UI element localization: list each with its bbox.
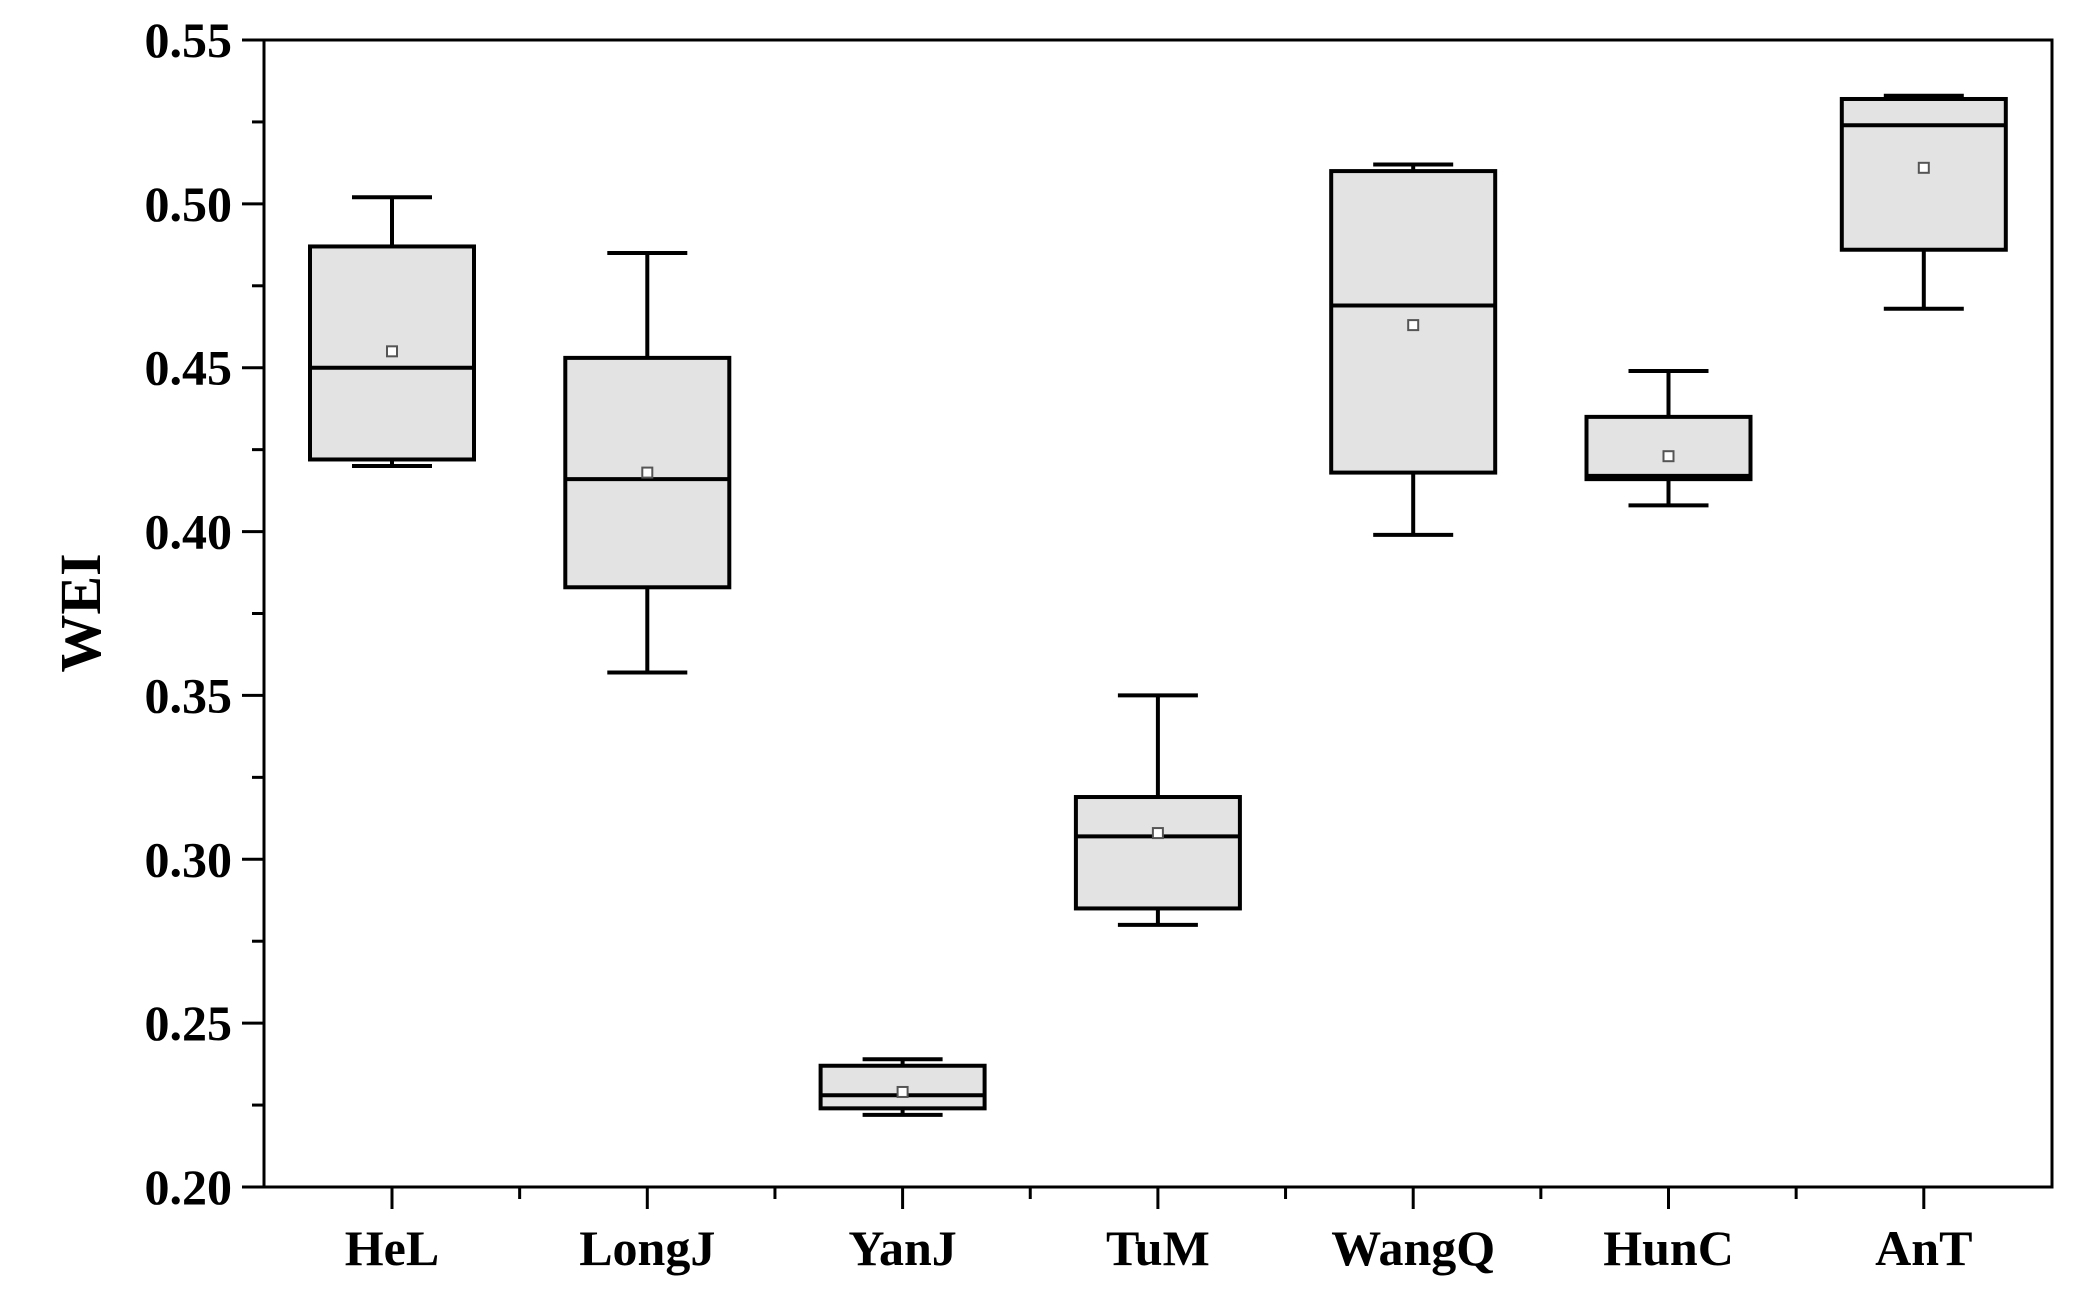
iqr-box [1839, 96, 2008, 252]
y-tick-label: 0.50 [145, 176, 233, 232]
iqr-box [1073, 795, 1242, 911]
y-axis-title: WEI [48, 553, 113, 672]
y-tick-label: 0.30 [145, 831, 233, 887]
x-tick-label: HeL [345, 1220, 439, 1276]
x-tick-label: WangQ [1331, 1220, 1495, 1276]
mean-marker [1151, 827, 1164, 840]
y-axis: 0.20 0.25 0.30 0.35 0.40 0.45 0.50 0.55 [145, 12, 264, 1215]
y-tick-label: 0.25 [145, 995, 233, 1051]
x-axis: HeL LongJ YanJ TuM WangQ HunC AnT [345, 1187, 1972, 1276]
box-wangq [1329, 162, 1498, 537]
x-tick-label: YanJ [848, 1220, 956, 1276]
box-yanj [818, 1057, 987, 1117]
x-tick-label: HunC [1603, 1220, 1734, 1276]
mean-marker [1662, 450, 1675, 463]
box-hunc [1584, 368, 1753, 508]
box-series [308, 93, 2008, 1117]
box-ant [1839, 93, 2008, 311]
iqr-box [1584, 414, 1753, 482]
y-tick-label: 0.40 [145, 504, 233, 560]
box-longj [563, 251, 732, 675]
mean-marker [386, 345, 398, 358]
box-tum [1073, 693, 1242, 927]
box-hel [308, 195, 476, 469]
mean-marker [1407, 319, 1420, 332]
mean-marker [1917, 161, 1930, 174]
plot-frame [262, 38, 2054, 1189]
x-tick-label: AnT [1875, 1220, 1972, 1276]
y-tick-label: 0.20 [145, 1159, 233, 1215]
mean-marker [641, 466, 654, 479]
y-tick-label: 0.45 [145, 340, 233, 396]
y-tick-label: 0.35 [145, 667, 233, 723]
mean-marker [896, 1085, 909, 1098]
y-tick-label: 0.55 [145, 12, 233, 68]
x-tick-label: LongJ [579, 1220, 715, 1276]
x-tick-label: TuM [1106, 1220, 1210, 1276]
